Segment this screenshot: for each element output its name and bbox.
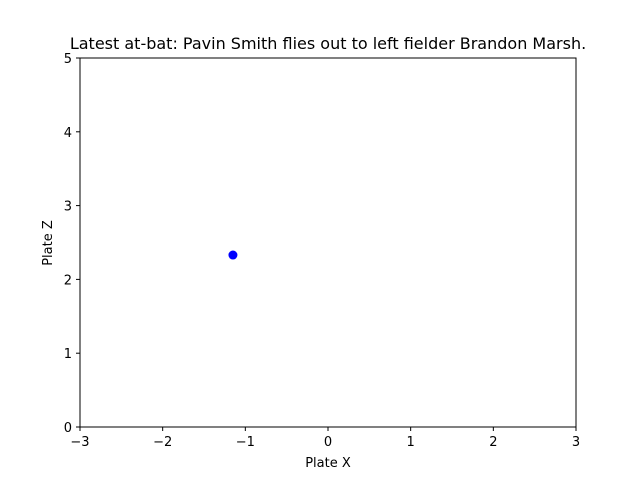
chart-title: Latest at-bat: Pavin Smith flies out to … bbox=[70, 34, 586, 53]
plot-frame bbox=[79, 57, 577, 428]
plot-area: −3 −2 −1 0 1 2 3 0 1 2 3 4 5 bbox=[64, 52, 580, 450]
y-tick-label: 3 bbox=[64, 200, 72, 215]
y-tick-label: 4 bbox=[64, 126, 72, 141]
y-tick-label: 2 bbox=[64, 273, 72, 288]
x-tick-label: 2 bbox=[489, 435, 497, 450]
x-tick-label: 3 bbox=[572, 435, 580, 450]
x-tick-label: 1 bbox=[407, 435, 415, 450]
y-tick-label: 1 bbox=[64, 347, 72, 362]
pitch-point bbox=[228, 250, 238, 260]
y-axis-label: Plate Z bbox=[41, 220, 56, 266]
x-tick-label: −3 bbox=[70, 435, 89, 450]
y-tick-label: 5 bbox=[64, 52, 72, 67]
x-axis-label: Plate X bbox=[305, 456, 351, 471]
x-tick-label: 0 bbox=[324, 435, 332, 450]
y-tick-label: 0 bbox=[64, 421, 72, 436]
x-tick-label: −2 bbox=[153, 435, 172, 450]
x-tick-label: −1 bbox=[236, 435, 255, 450]
